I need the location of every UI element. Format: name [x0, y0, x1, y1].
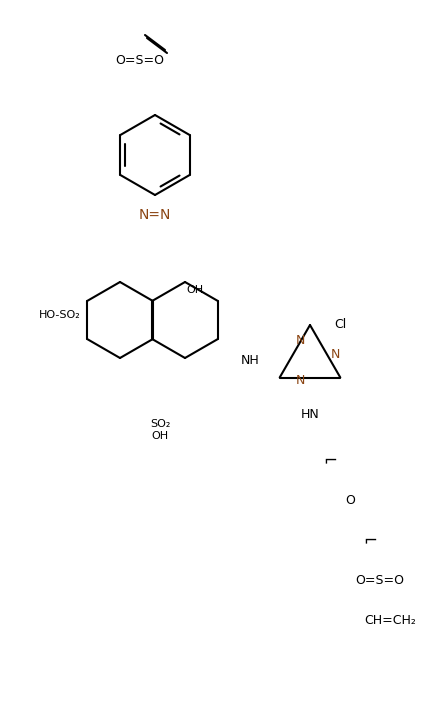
Text: N: N [330, 349, 340, 361]
Text: N: N [295, 373, 305, 386]
Text: ⌐: ⌐ [363, 531, 377, 549]
Text: HN: HN [301, 409, 319, 421]
Text: O: O [345, 493, 355, 506]
Text: HO-SO₂: HO-SO₂ [39, 310, 81, 320]
Text: CH=CH₂: CH=CH₂ [364, 614, 416, 626]
Text: SO₂
OH: SO₂ OH [150, 419, 170, 441]
Text: O=S=O: O=S=O [116, 54, 165, 66]
Text: NH: NH [241, 354, 260, 366]
Text: N=N: N=N [139, 208, 171, 222]
Text: ⌐: ⌐ [323, 451, 337, 469]
Text: O=S=O: O=S=O [355, 573, 405, 587]
Text: Cl: Cl [334, 318, 346, 332]
Text: N: N [295, 333, 305, 347]
Text: OH: OH [186, 285, 203, 295]
